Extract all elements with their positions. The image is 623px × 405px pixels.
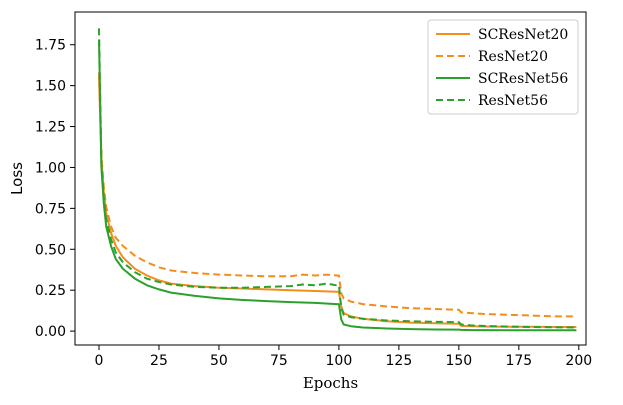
legend-label: SCResNet56 <box>478 71 568 87</box>
x-tick-label: 75 <box>270 353 288 369</box>
y-tick-label: 0.00 <box>35 324 66 340</box>
x-tick-label: 50 <box>210 353 228 369</box>
x-tick-label: 175 <box>505 353 532 369</box>
legend: SCResNet20 ResNet20 SCResNet56 ResNet56 <box>427 19 579 115</box>
y-axis-label: Loss <box>8 162 26 195</box>
series-line-scresnet56 <box>98 39 577 332</box>
series-line-resnet20 <box>98 72 577 318</box>
y-tick-label: 0.25 <box>35 283 66 299</box>
series-line-scresnet20 <box>98 75 577 328</box>
plot-frame <box>74 11 587 346</box>
x-tick-label: 150 <box>445 353 472 369</box>
series-line-resnet56 <box>98 28 577 329</box>
x-tick-label: 100 <box>326 353 353 369</box>
x-tick-label: 200 <box>565 353 592 369</box>
y-tick-label: 0.75 <box>35 201 66 217</box>
x-axis-ticks: 0 25 50 75 100 125 150 175 200 <box>95 345 592 369</box>
legend-box <box>427 19 579 115</box>
x-tick-label: 0 <box>95 353 104 369</box>
y-axis-ticks: 0.00 0.25 0.50 0.75 1.00 1.25 1.50 1.75 <box>35 38 75 340</box>
legend-label: ResNet20 <box>478 49 548 65</box>
x-tick-label: 125 <box>386 353 413 369</box>
x-tick-label: 25 <box>150 353 168 369</box>
y-tick-label: 1.25 <box>35 120 66 136</box>
plot-lines <box>98 28 577 332</box>
y-tick-label: 1.50 <box>35 79 66 95</box>
y-tick-label: 0.50 <box>35 242 66 258</box>
legend-label: SCResNet20 <box>478 27 568 43</box>
legend-label: ResNet56 <box>478 93 548 109</box>
y-tick-label: 1.00 <box>35 160 66 176</box>
y-tick-label: 1.75 <box>35 38 66 54</box>
x-axis-label: Epochs <box>303 374 358 392</box>
